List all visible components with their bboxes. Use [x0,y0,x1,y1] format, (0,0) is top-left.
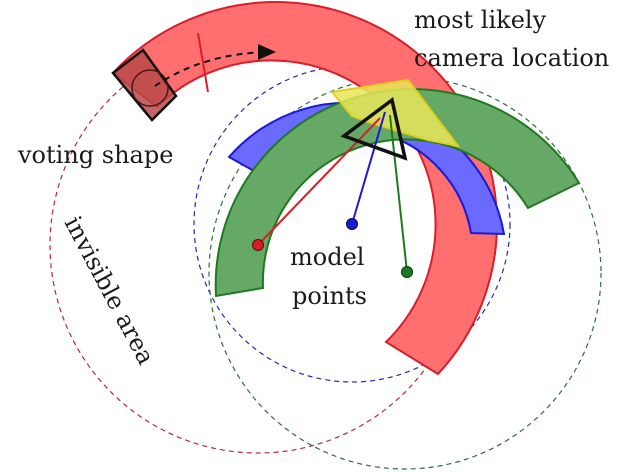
model-point-blue [346,218,358,230]
invisible-area-circle-blue [193,65,511,383]
camera-location-label-line2: camera location [414,44,609,72]
model-points-label-line1: model [290,243,364,271]
voting-shape-label: voting shape [17,141,173,169]
ray-green [389,114,408,273]
ray-blue [351,111,386,225]
dashed-arrow-icon [154,44,276,87]
invisible-area-label: invisible area [59,212,160,370]
camera-triangle-icon [340,96,408,161]
ray-red [257,117,381,246]
red-sector-division [197,32,209,93]
sector-end-dash-green [527,182,580,209]
voting-shape-marker [131,69,169,107]
camera-location-label-line1: most likely [414,6,547,34]
model-point-red [252,239,264,251]
model-point-green [401,266,413,278]
green-voting-sector [214,88,581,298]
sector-end-dash-blue [470,232,505,235]
sector-end-dash-red [385,341,439,375]
invisible-area-circle-green [208,76,602,470]
model-points-label-line2: points [292,282,367,310]
